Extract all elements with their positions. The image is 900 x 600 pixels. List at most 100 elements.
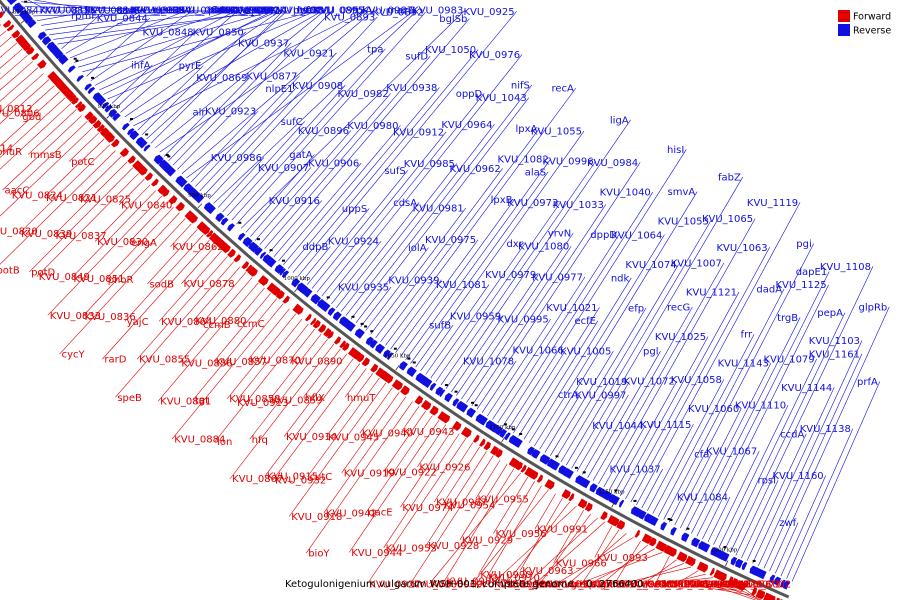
gene-label[interactable]: uppS	[342, 204, 367, 215]
forward-feature[interactable]	[568, 493, 575, 502]
reverse-feature[interactable]	[466, 407, 475, 417]
gene-label[interactable]: smvA	[668, 187, 696, 198]
rna-feature[interactable]	[360, 322, 364, 325]
rna-feature[interactable]	[412, 361, 416, 364]
forward-feature[interactable]	[370, 363, 377, 372]
reverse-feature[interactable]	[67, 65, 76, 73]
gene-label[interactable]: KVU_1025	[655, 332, 706, 343]
gene-label[interactable]: KVU_0980	[347, 121, 398, 132]
reverse-feature[interactable]	[670, 527, 677, 536]
forward-feature[interactable]	[730, 577, 738, 587]
gene-label[interactable]: KVU_0942	[326, 508, 377, 519]
forward-feature[interactable]	[208, 232, 217, 241]
gene-label[interactable]: KVU_0926	[419, 462, 470, 473]
rna-feature[interactable]	[723, 546, 727, 549]
reverse-feature[interactable]	[215, 212, 225, 223]
reverse-feature[interactable]	[435, 386, 444, 396]
gene-label[interactable]: KVU_0864	[161, 317, 212, 328]
reverse-feature[interactable]	[608, 494, 615, 503]
forward-feature[interactable]	[120, 147, 129, 156]
gene-label[interactable]: KVU_1020	[622, 580, 673, 591]
forward-feature[interactable]	[6, 24, 15, 32]
gene-label[interactable]: KVU_0851	[73, 274, 124, 285]
gene-label[interactable]: KVU_1040	[600, 188, 651, 199]
gene-label[interactable]: KVU_0939	[388, 275, 439, 286]
gene-label[interactable]: ssuC	[117, 6, 141, 17]
forward-feature[interactable]	[206, 229, 214, 238]
gene-label[interactable]: KVU_1001	[699, 580, 750, 591]
forward-feature[interactable]	[356, 353, 365, 363]
gene-label[interactable]: KVU_0819	[39, 6, 90, 17]
gene-label[interactable]: KVU_0895	[313, 6, 364, 17]
reverse-feature[interactable]	[37, 31, 47, 41]
reverse-feature[interactable]	[399, 361, 407, 370]
reverse-feature[interactable]	[55, 51, 64, 60]
forward-feature[interactable]	[524, 466, 533, 477]
forward-feature[interactable]	[391, 379, 399, 388]
gene-label[interactable]: KVU_1161	[809, 349, 860, 360]
rna-feature[interactable]	[686, 527, 690, 530]
gene-label[interactable]: qacE	[368, 508, 392, 519]
forward-feature[interactable]	[241, 261, 250, 270]
reverse-feature[interactable]	[698, 541, 707, 551]
gene-label[interactable]: recA	[551, 84, 574, 95]
forward-feature[interactable]	[293, 304, 302, 314]
reverse-feature[interactable]	[281, 270, 290, 279]
reverse-feature[interactable]	[101, 101, 110, 110]
gene-label[interactable]: ccmC	[237, 319, 265, 330]
forward-feature[interactable]	[508, 457, 516, 466]
gene-label[interactable]: KVU_0862	[172, 242, 223, 253]
gene-label[interactable]: cutC	[309, 472, 332, 483]
gene-label[interactable]: tgt	[195, 396, 209, 407]
forward-feature[interactable]	[266, 282, 276, 292]
gene-label[interactable]: KVU_1120	[711, 580, 762, 591]
rna-feature[interactable]	[73, 57, 77, 60]
gene-label[interactable]: KVU_1064	[611, 230, 662, 241]
forward-feature[interactable]	[339, 340, 347, 349]
gene-label[interactable]: KVU_0966	[556, 559, 607, 570]
gene-label[interactable]: yusC	[708, 580, 732, 591]
forward-feature[interactable]	[648, 537, 655, 546]
gene-label[interactable]: KVU_0944	[351, 548, 402, 559]
gene-label[interactable]: ccmB	[203, 320, 231, 331]
gene-label[interactable]: KVU_0837	[55, 231, 106, 242]
gene-label[interactable]: dapE1	[796, 267, 828, 278]
gene-label[interactable]: pyrE	[179, 61, 202, 72]
gene-label[interactable]: KVU_0824	[12, 190, 63, 201]
gene-label[interactable]: KVU_0845	[179, 6, 230, 17]
gene-label[interactable]: KVU_1007	[671, 258, 722, 269]
gene-label[interactable]: alaS	[525, 167, 546, 178]
reverse-feature[interactable]	[188, 188, 196, 196]
gene-label[interactable]: KVU_1050	[425, 45, 476, 56]
gene-label[interactable]: iolA	[408, 243, 427, 254]
gene-label[interactable]: dppD	[590, 230, 617, 241]
gene-label[interactable]: KVU_0871	[230, 6, 281, 17]
gene-label[interactable]: KVU_0963	[522, 566, 573, 577]
gene-label[interactable]: trgB	[777, 313, 798, 324]
forward-feature[interactable]	[312, 319, 321, 329]
gene-label[interactable]: KVU_0999	[645, 580, 696, 591]
gene-label[interactable]: KVU_0954	[444, 500, 495, 511]
gene-label[interactable]: speB	[117, 393, 142, 404]
gene-label[interactable]: KVU_0912	[393, 127, 444, 138]
rna-feature[interactable]	[370, 330, 374, 333]
gene-label[interactable]: oppD	[456, 89, 483, 100]
gene-label[interactable]: ccdA	[780, 429, 804, 440]
forward-feature[interactable]	[634, 529, 641, 538]
gene-label[interactable]: nlpE1	[265, 84, 293, 95]
reverse-feature[interactable]	[187, 186, 194, 194]
reverse-feature[interactable]	[259, 251, 267, 260]
gene-label[interactable]: cycY	[62, 349, 86, 360]
gene-label[interactable]: KVU_0928	[428, 541, 479, 552]
gene-label[interactable]: sufD	[405, 52, 428, 63]
forward-feature[interactable]	[736, 580, 743, 589]
forward-feature[interactable]	[282, 295, 290, 304]
gene-label[interactable]: sufB	[429, 321, 451, 332]
reverse-feature[interactable]	[84, 83, 93, 91]
gene-label[interactable]: KVU_1021	[546, 303, 597, 314]
gene-label[interactable]: KVU_1079	[763, 355, 814, 366]
reverse-feature[interactable]	[710, 547, 719, 557]
gene-label[interactable]: KVU_0892	[372, 8, 423, 19]
gene-label[interactable]: lon	[217, 437, 232, 448]
reverse-feature[interactable]	[299, 284, 307, 293]
